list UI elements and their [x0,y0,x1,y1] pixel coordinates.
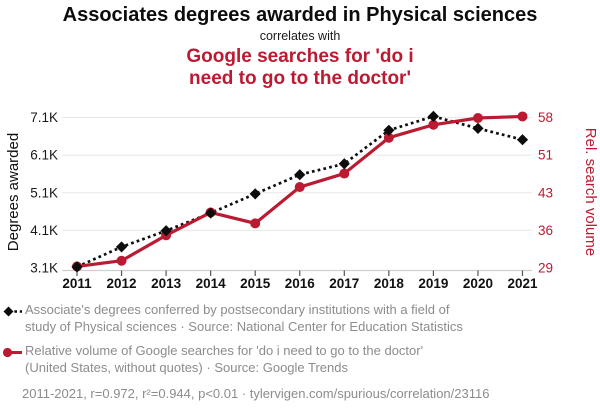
search-marker [517,111,528,122]
x-tick-label: 2012 [107,276,137,291]
degrees-marker [383,124,395,136]
left-axis-title: Degrees awarded [5,133,22,251]
legend-label-degrees: Associate's degrees conferred by postsec… [25,302,463,334]
degrees-marker [294,169,306,181]
x-tick-label: 2014 [196,276,227,291]
x-tick-label: 2017 [329,276,359,291]
x-tick-label: 2019 [418,276,448,291]
stats-footer: 2011-2021, r=0.972, r²=0.944, p<0.01 · t… [22,386,490,401]
x-tick-label: 2021 [507,276,538,291]
x-tick-label: 2016 [285,276,316,291]
x-tick-label: 2015 [240,276,271,291]
legend-label-searches: Relative volume of Google searches for '… [25,343,424,375]
degrees-marker [472,122,484,135]
legend-item-degrees: Associate's degrees conferred by postsec… [2,302,600,335]
degrees-marker [115,241,128,253]
red-circle-solid-icon [2,347,22,358]
right-tick-label: 36 [538,223,553,238]
right-tick-label: 58 [538,110,553,125]
degrees-marker [71,261,83,273]
x-tick-label: 2018 [374,276,405,291]
legend-item-searches: Relative volume of Google searches for '… [2,343,600,376]
correlates-with-label: correlates with [259,29,341,43]
right-tick-label: 29 [538,261,553,276]
right-axis-title: Rel. search volume [582,128,599,256]
left-tick-label: 6.1K [30,148,58,163]
x-tick-label: 2020 [463,276,493,291]
left-tick-label: 3.1K [30,261,58,276]
search-marker [383,132,394,143]
page-title: Associates degrees awarded in Physical s… [62,4,538,26]
degrees-marker [427,110,439,122]
search-marker [294,182,305,193]
degrees-marker [516,134,529,146]
degrees-marker [338,158,350,170]
degrees-marker [205,207,217,219]
x-tick-label: 2013 [151,276,182,291]
search-marker [116,255,127,266]
left-tick-label: 4.1K [30,223,58,238]
black-diamond-dashed-icon [3,306,22,317]
left-tick-label: 7.1K [30,110,58,125]
secondary-title: Google searches for 'do i need to go to … [186,46,414,89]
right-tick-label: 51 [538,148,553,163]
degrees-marker [160,225,172,237]
right-tick-label: 43 [538,185,553,200]
search-marker [428,119,439,130]
search-marker [339,168,350,179]
x-tick-label: 2011 [62,276,92,291]
search-marker [472,113,483,124]
degrees-marker [249,188,261,200]
search-marker [250,218,261,229]
left-tick-label: 5.1K [30,185,58,200]
chart-legend: Associate's degrees conferred by postsec… [2,302,600,384]
